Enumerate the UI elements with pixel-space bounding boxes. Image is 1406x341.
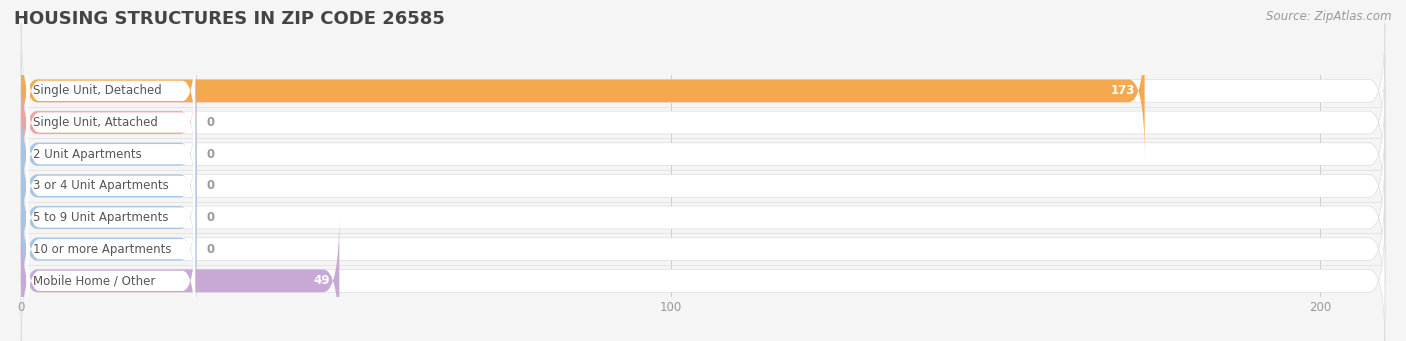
FancyBboxPatch shape (27, 101, 195, 207)
Text: Single Unit, Attached: Single Unit, Attached (32, 116, 157, 129)
FancyBboxPatch shape (21, 181, 197, 317)
FancyBboxPatch shape (21, 118, 197, 254)
FancyBboxPatch shape (21, 23, 1385, 159)
FancyBboxPatch shape (21, 23, 1144, 159)
Text: 5 to 9 Unit Apartments: 5 to 9 Unit Apartments (32, 211, 169, 224)
FancyBboxPatch shape (21, 181, 1385, 317)
Text: 0: 0 (207, 243, 214, 256)
Text: Source: ZipAtlas.com: Source: ZipAtlas.com (1267, 10, 1392, 23)
FancyBboxPatch shape (27, 38, 195, 144)
Text: 0: 0 (207, 211, 214, 224)
FancyBboxPatch shape (21, 150, 197, 285)
FancyBboxPatch shape (27, 164, 195, 271)
Text: HOUSING STRUCTURES IN ZIP CODE 26585: HOUSING STRUCTURES IN ZIP CODE 26585 (14, 10, 444, 28)
FancyBboxPatch shape (27, 228, 195, 334)
FancyBboxPatch shape (27, 133, 195, 239)
FancyBboxPatch shape (21, 150, 1385, 285)
FancyBboxPatch shape (21, 86, 197, 222)
Text: 3 or 4 Unit Apartments: 3 or 4 Unit Apartments (32, 179, 169, 192)
Text: 0: 0 (207, 148, 214, 161)
Text: 10 or more Apartments: 10 or more Apartments (32, 243, 172, 256)
Text: 0: 0 (207, 116, 214, 129)
FancyBboxPatch shape (27, 196, 195, 302)
Text: 2 Unit Apartments: 2 Unit Apartments (32, 148, 142, 161)
FancyBboxPatch shape (21, 118, 1385, 254)
Text: 49: 49 (314, 275, 329, 287)
Text: Single Unit, Detached: Single Unit, Detached (32, 84, 162, 97)
FancyBboxPatch shape (21, 213, 1385, 341)
Text: 173: 173 (1111, 84, 1135, 97)
FancyBboxPatch shape (21, 55, 197, 190)
Text: Mobile Home / Other: Mobile Home / Other (32, 275, 155, 287)
FancyBboxPatch shape (21, 213, 339, 341)
FancyBboxPatch shape (21, 55, 1385, 190)
FancyBboxPatch shape (27, 69, 195, 176)
Text: 0: 0 (207, 179, 214, 192)
FancyBboxPatch shape (21, 86, 1385, 222)
